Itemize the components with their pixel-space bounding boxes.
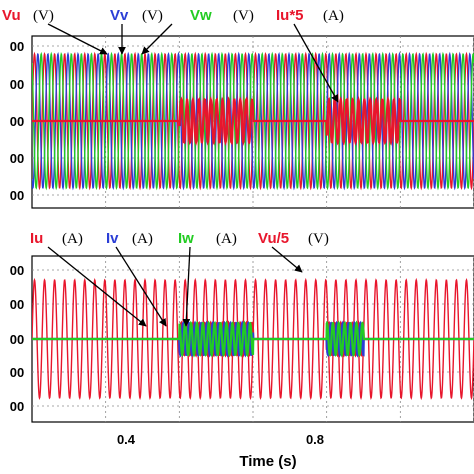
legend-iw: Iw <box>178 230 194 247</box>
arrow-iu <box>47 246 147 327</box>
x-tick-label-0: 0.4 <box>117 432 136 447</box>
y-tick-label: 00 <box>10 39 24 54</box>
y-tick-label: 00 <box>10 332 24 347</box>
x-axis: 0.4 0.8 Time (s) <box>117 432 324 470</box>
x-axis-label: Time (s) <box>239 453 296 470</box>
bottom-y-ticks: 00 00 00 00 00 <box>10 263 24 414</box>
bottom-legend: Iu (A) Iv (A) Iw (A) Vu/5 (V) <box>30 230 329 327</box>
y-tick-label: 00 <box>10 114 24 129</box>
arrow-vu <box>47 23 108 55</box>
legend-vu-unit: (V) <box>33 8 54 24</box>
arrow-iw <box>182 246 191 327</box>
legend-iu5-unit: (A) <box>323 8 344 24</box>
y-tick-label: 00 <box>10 263 24 278</box>
legend-vv: Vv <box>110 7 129 24</box>
legend-iu: Iu <box>30 230 43 247</box>
y-tick-label: 00 <box>10 365 24 380</box>
legend-vu: Vu <box>2 7 21 24</box>
y-tick-label: 00 <box>10 399 24 414</box>
arrow-vw <box>141 23 173 55</box>
legend-iu-unit: (A) <box>62 231 83 247</box>
top-legend: Vu (V) Vv (V) Vw (V) Iu*5 (A) <box>2 7 344 103</box>
top-y-ticks: 00 00 00 00 00 <box>10 39 24 203</box>
series-line-iw <box>32 320 474 358</box>
legend-vw: Vw <box>190 7 212 24</box>
arrow-vu5 <box>271 246 303 273</box>
series-line-iu-5 <box>32 96 474 146</box>
arrow-iv <box>115 246 167 327</box>
legend-vw-unit: (V) <box>233 8 254 24</box>
y-tick-label: 00 <box>10 151 24 166</box>
legend-vv-unit: (V) <box>142 8 163 24</box>
legend-iw-unit: (A) <box>216 231 237 247</box>
legend-vu5: Vu/5 <box>258 230 289 247</box>
legend-iv-unit: (A) <box>132 231 153 247</box>
arrow-iu5 <box>293 23 339 103</box>
legend-iu5: Iu*5 <box>276 7 304 24</box>
legend-iv: Iv <box>106 230 119 247</box>
x-tick-label-1: 0.8 <box>306 432 324 447</box>
y-tick-label: 00 <box>10 188 24 203</box>
bottom-series-group <box>32 277 474 401</box>
y-tick-label: 00 <box>10 297 24 312</box>
top-panel: 00 00 00 00 00 <box>10 35 474 209</box>
top-series-group <box>32 51 474 191</box>
bottom-panel: 00 00 00 00 00 <box>10 255 474 423</box>
legend-vu5-unit: (V) <box>308 231 329 247</box>
y-tick-label: 00 <box>10 77 24 92</box>
